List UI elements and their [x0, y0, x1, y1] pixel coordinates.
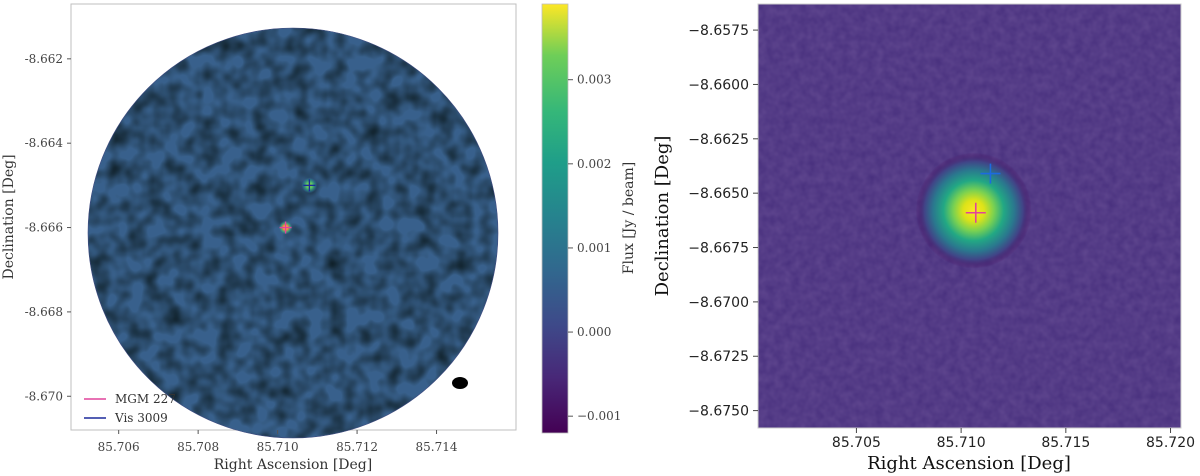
right-x-tick-label-1: 85.710 — [937, 435, 986, 451]
beam-ellipse — [452, 377, 468, 389]
right-source-0 — [915, 152, 1032, 269]
left-x-tick-label-0: 85.706 — [98, 440, 140, 454]
right-marker-0 — [965, 202, 986, 223]
colorbar-tick-label-3: 0.002 — [577, 157, 611, 171]
zoom-map — [758, 4, 1181, 428]
right-y-tick-label-4: −8.6675 — [688, 241, 749, 257]
right-panel: 85.705 85.710 85.715 85.720 −8.6575−8.6600−… — [652, 3, 1195, 474]
right-x-tick-label-2: 85.715 — [1041, 435, 1090, 451]
left-y-axis-label: Declination [Deg] — [1, 154, 17, 279]
right-y-tick-label-0: −8.6575 — [688, 23, 749, 39]
right-markers — [965, 163, 1001, 223]
right-x-tick-label-3: 85.720 — [1146, 435, 1195, 451]
right-y-tick-label-7: −8.6750 — [688, 404, 749, 420]
left-y-tick-label-0: -8.662 — [25, 52, 63, 66]
left-marker-0 — [279, 221, 292, 234]
left-y-tick-label-3: -8.668 — [25, 305, 63, 319]
right-plot-frame — [757, 3, 1182, 429]
left-x-tick-label-4: 85.714 — [416, 440, 458, 454]
left-x-ticks: 85.706 85.708 85.710 85.712 85.714 — [98, 430, 458, 454]
left-y-tick-label-4: -8.670 — [25, 389, 63, 403]
colorbar-label: Flux [Jy / beam] — [621, 162, 637, 275]
left-x-tick-label-1: 85.708 — [177, 440, 219, 454]
right-y-tick-label-5: −8.6700 — [688, 295, 749, 311]
colorbar-ticks: −0.001 0.000 0.001 0.002 0.003 — [568, 73, 621, 423]
left-markers — [279, 179, 316, 234]
left-y-tick-label-1: -8.664 — [25, 136, 64, 150]
colorbar-tick-label-0: −0.001 — [577, 409, 621, 423]
right-y-tick-label-3: −8.6650 — [688, 186, 749, 202]
right-x-tick-label-0: 85.705 — [832, 435, 881, 451]
legend-label-mgm-227: MGM 227 — [115, 392, 176, 406]
right-y-tick-label-1: −8.6600 — [688, 77, 749, 93]
left-y-tick-label-2: -8.666 — [25, 221, 63, 235]
colorbar-tick-label-1: 0.000 — [577, 325, 611, 339]
left-y-ticks: -8.662 -8.664 -8.666 -8.668 -8.670 — [25, 52, 71, 403]
left-x-tick-label-3: 85.712 — [336, 440, 378, 454]
left-marker-1 — [303, 179, 316, 192]
left-x-tick-label-2: 85.710 — [257, 440, 299, 454]
colorbar: −0.001 0.000 0.001 0.002 0.003 Flux [Jy / be… — [541, 3, 637, 434]
right-y-ticks: −8.6575 −8.6600 −8.6625 −8.6650 −8.6675 −8.67… — [688, 23, 758, 420]
colorbar-gradient — [542, 4, 568, 433]
left-panel: 85.706 85.708 85.710 85.712 85.714 -8.662-8.… — [1, 3, 517, 473]
colorbar-tick-label-2: 0.001 — [577, 241, 611, 255]
left-x-axis-label: Right Ascension [Deg] — [214, 457, 372, 473]
legend-label-vis-3009: Vis 3009 — [114, 411, 168, 425]
right-marker-1 — [980, 163, 1001, 184]
primary-beam-map — [88, 28, 498, 438]
colorbar-tick-label-4: 0.003 — [577, 73, 611, 87]
legend: MGM 227 Vis 3009 — [84, 392, 176, 425]
right-y-tick-label-2: −8.6625 — [688, 132, 749, 148]
right-y-axis-label: Declination [Deg] — [652, 136, 673, 297]
right-x-ticks: 85.705 85.710 85.715 85.720 — [832, 428, 1195, 451]
right-x-axis-label: Right Ascension [Deg] — [867, 453, 1071, 474]
right-y-tick-label-6: −8.6725 — [688, 349, 749, 365]
